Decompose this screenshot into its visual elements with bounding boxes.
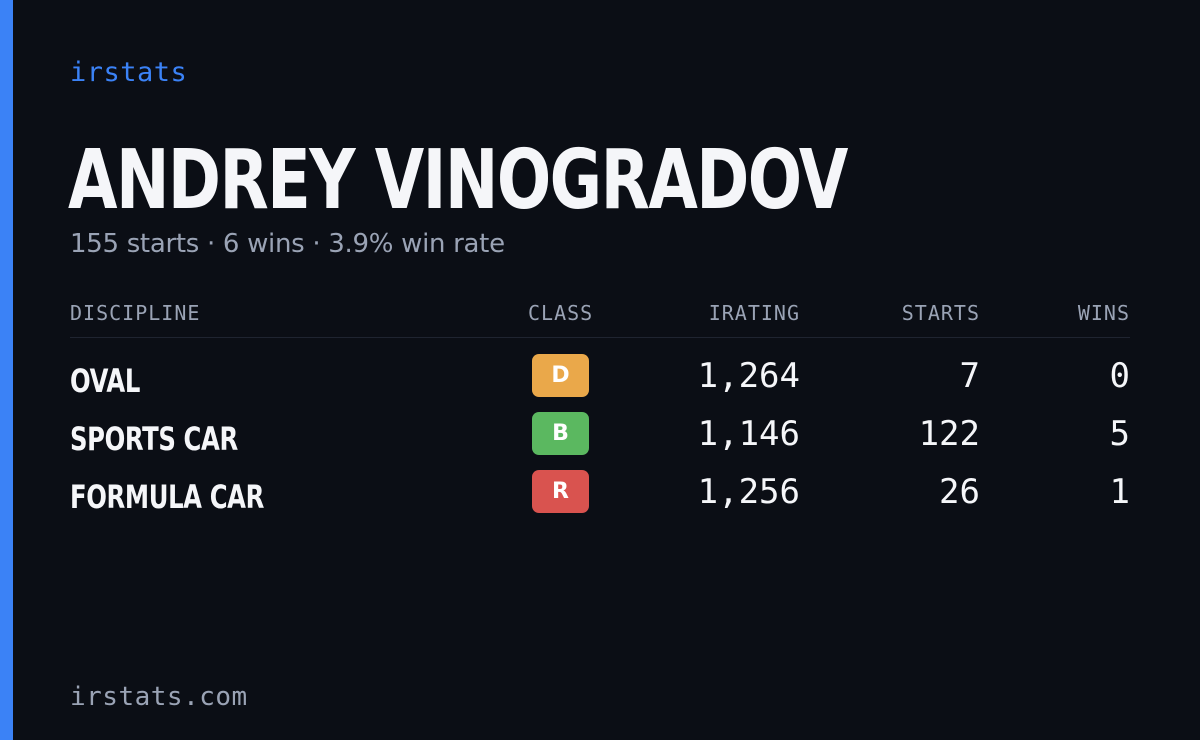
wins-value: 1 <box>1109 472 1130 512</box>
table-row-sports-car: SPORTS CAR B 1,146 122 5 <box>0 412 1200 470</box>
class-badge: D <box>532 354 589 397</box>
driver-summary: 155 starts · 6 wins · 3.9% win rate <box>70 229 505 259</box>
wins-value: 5 <box>1109 414 1130 454</box>
starts-value: 7 <box>959 356 980 396</box>
table-row-oval: OVAL D 1,264 7 0 <box>0 354 1200 412</box>
starts-value: 26 <box>939 472 980 512</box>
header-class: CLASS <box>528 301 594 325</box>
irating-value: 1,264 <box>697 356 800 396</box>
starts-value: 122 <box>918 414 980 454</box>
discipline-label: OVAL <box>70 362 140 400</box>
irating-value: 1,146 <box>697 414 800 454</box>
header-discipline: DISCIPLINE <box>70 301 201 325</box>
accent-bar <box>0 0 13 740</box>
class-badge: B <box>532 412 589 455</box>
header-wins: WINS <box>1077 301 1130 325</box>
footer-site-link[interactable]: irstats.com <box>70 682 248 712</box>
driver-name: ANDREY VINOGRADOV <box>68 133 848 228</box>
class-badge: R <box>532 470 589 513</box>
wins-value: 0 <box>1109 356 1130 396</box>
discipline-label: SPORTS CAR <box>70 420 238 458</box>
header-starts: STARTS <box>901 301 980 325</box>
brand-logo-text: irstats <box>70 57 188 88</box>
header-divider <box>70 337 1130 338</box>
discipline-label: FORMULA CAR <box>70 478 264 516</box>
table-row-formula-car: FORMULA CAR R 1,256 26 1 <box>0 470 1200 528</box>
header-irating: IRATING <box>708 301 800 325</box>
irating-value: 1,256 <box>697 472 800 512</box>
